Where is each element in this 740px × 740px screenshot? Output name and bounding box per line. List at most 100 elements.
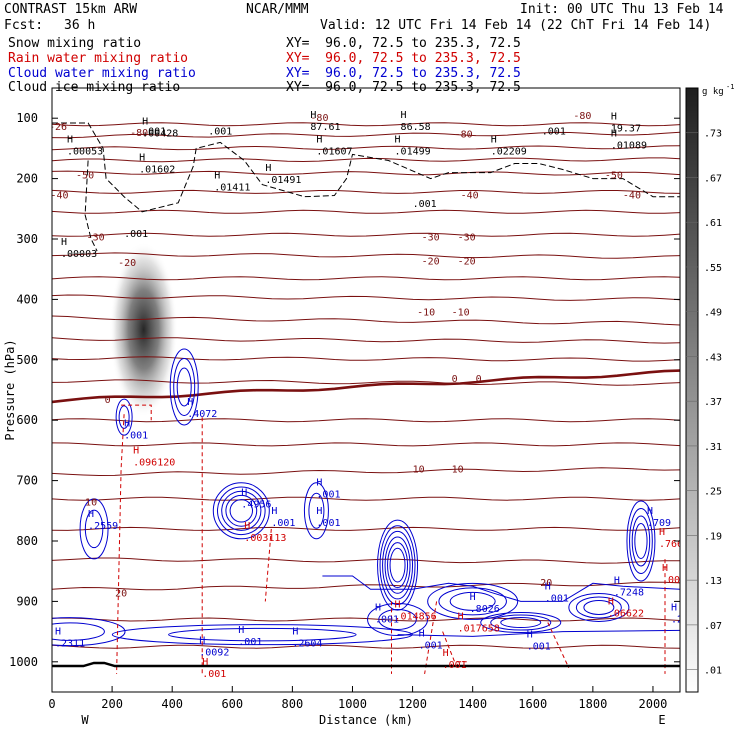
cloud-water-max-value: .001 xyxy=(124,430,148,441)
x-end-label-west: W xyxy=(81,713,89,727)
cloud-water-contour xyxy=(387,542,409,589)
cloud-water-contour xyxy=(79,498,109,560)
cloud-water-contour xyxy=(217,486,266,536)
cloud-water-max-h-marker: H xyxy=(88,509,94,520)
temperature-label: 0 xyxy=(452,374,458,385)
x-tick-label: 1600 xyxy=(518,697,547,711)
cloud-water-max-value: .8026 xyxy=(470,604,500,615)
temperature-label: 20 xyxy=(540,578,552,589)
temperature-contour xyxy=(52,122,680,127)
rain-max-h-marker: H xyxy=(244,521,250,532)
ice-max-h-marker: H xyxy=(310,110,316,121)
cloud-ice-label: .001 xyxy=(542,126,566,137)
ice-max-h-marker: H xyxy=(395,134,401,145)
rain-max-value: .001 xyxy=(443,660,467,671)
ice-max-value: .01491 xyxy=(265,175,301,186)
temperature-contour xyxy=(52,356,680,362)
temperature-label: -80 xyxy=(455,129,473,140)
y-tick-label: 800 xyxy=(16,534,38,548)
title-left: CONTRAST 15km ARW xyxy=(4,2,138,17)
cloud-water-contour xyxy=(52,617,126,647)
y-tick-label: 100 xyxy=(16,111,38,125)
y-tick-label: 1000 xyxy=(9,655,38,669)
cloud-water-contour xyxy=(322,575,680,602)
y-tick-label: 300 xyxy=(16,232,38,246)
cloud-water-contour xyxy=(397,629,680,637)
temperature-label: -20 xyxy=(458,257,476,268)
colorbar-tick-label: .07 xyxy=(704,621,722,632)
rain-max-h-marker: H xyxy=(133,445,139,456)
temperature-label: -30 xyxy=(422,233,440,244)
colorbar-tick-label: .37 xyxy=(704,397,722,408)
cloud-water-contour xyxy=(427,582,519,620)
x-tick-label: 2000 xyxy=(639,697,668,711)
ice-max-value: .01602 xyxy=(139,165,175,176)
cloud-water-max-h-marker: H xyxy=(671,603,677,614)
x-end-label-east: E xyxy=(658,713,665,727)
temperature-contour xyxy=(52,209,680,214)
x-tick-label: 600 xyxy=(221,697,243,711)
cloud-ice-label: .001 xyxy=(208,126,232,137)
field-label-snow: Snow mixing ratio xyxy=(8,36,142,51)
x-tick-label: 1000 xyxy=(338,697,367,711)
x-tick-label: 1400 xyxy=(458,697,487,711)
cloud-water-contour xyxy=(583,599,615,615)
cloud-water-max-value: .709 xyxy=(647,518,671,529)
ice-max-h-marker: H xyxy=(491,134,497,145)
cloud-water-max-value: .001 xyxy=(527,642,551,653)
y-tick-label: 200 xyxy=(16,172,38,186)
temperature-label: -30 xyxy=(87,233,105,244)
cloud-water-contour xyxy=(115,398,133,436)
ice-max-value: .00428 xyxy=(142,128,178,139)
y-axis-label: Pressure (hPa) xyxy=(3,339,17,440)
rain-max-value: .7660 xyxy=(659,539,689,550)
cloud-water-max-value: .2559 xyxy=(88,521,118,532)
colorbar-tick-label: .13 xyxy=(704,576,722,587)
ice-max-h-marker: H xyxy=(67,134,73,145)
cloud-water-max-h-marker: H xyxy=(647,506,653,517)
cloud-water-contour xyxy=(367,603,429,637)
cloud-water-max-h-marker: H xyxy=(241,488,247,499)
colorbar-tick-label: .43 xyxy=(704,352,722,363)
ice-max-value: .02209 xyxy=(491,146,527,157)
cloud-water-contour xyxy=(225,494,258,527)
cloud-ice-label: .001 xyxy=(142,126,166,137)
cloud-water-contour xyxy=(438,587,507,616)
cloud-water-contour xyxy=(229,499,254,523)
rain-max-h-marker: H xyxy=(395,599,401,610)
cloud-water-contour xyxy=(176,367,192,407)
cloud-water-contour xyxy=(169,348,199,426)
colorbar-tick-label: .31 xyxy=(704,442,722,453)
cloud-water-max-h-marker: H xyxy=(316,477,322,488)
rain-water-contour xyxy=(547,622,570,669)
temperature-contour xyxy=(52,617,680,622)
temperature-label: -26 xyxy=(49,122,67,133)
cloud-water-contour xyxy=(118,405,130,429)
cloud-water-max-h-marker: H xyxy=(614,575,620,586)
colorbar-unit-exponent: -1 xyxy=(726,83,734,91)
y-tick-label: 600 xyxy=(16,413,38,427)
cloud-water-max-h-marker: H xyxy=(316,506,322,517)
temperature-contour xyxy=(52,644,680,649)
temperature-label: 10 xyxy=(452,465,464,476)
temperature-contour xyxy=(52,145,680,151)
temperature-contour xyxy=(52,252,680,259)
cloud-water-contour xyxy=(490,614,552,631)
rain-max-value: .096120 xyxy=(133,457,175,468)
cloud-water-max-h-marker: H xyxy=(375,603,381,614)
colorbar-tick-label: .25 xyxy=(704,487,722,498)
temperature-contour xyxy=(52,315,680,326)
temperature-label: -10 xyxy=(452,307,470,318)
temperature-contour xyxy=(52,496,680,501)
cloud-water-max-h-marker: H xyxy=(292,627,298,638)
cloud-ice-contour xyxy=(84,160,98,252)
cloud-water-contour xyxy=(379,525,416,606)
ice-max-value: 19.37 xyxy=(611,123,641,134)
colorbar-tick-label: .19 xyxy=(704,531,722,542)
temperature-contour xyxy=(52,189,680,194)
rain-max-h-marker: H xyxy=(443,648,449,659)
cloud-water-max-h-marker: H xyxy=(55,627,61,638)
cloud-water-contour xyxy=(303,482,329,540)
rain-max-value: .06622 xyxy=(608,608,644,619)
cloud-water-max-value: .7248 xyxy=(614,587,644,598)
